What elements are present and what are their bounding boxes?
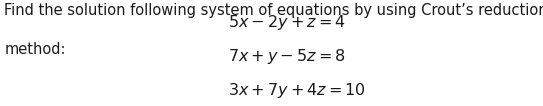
Text: $3x+7y+4z=10$: $3x+7y+4z=10$ bbox=[228, 81, 366, 100]
Text: $7x+y-5z=8$: $7x+y-5z=8$ bbox=[228, 47, 346, 66]
Text: $5x-2y+z=4$: $5x-2y+z=4$ bbox=[228, 13, 346, 32]
Text: method:: method: bbox=[4, 42, 66, 57]
Text: Find the solution following system of equations by using Crout’s reduction: Find the solution following system of eq… bbox=[4, 3, 543, 18]
